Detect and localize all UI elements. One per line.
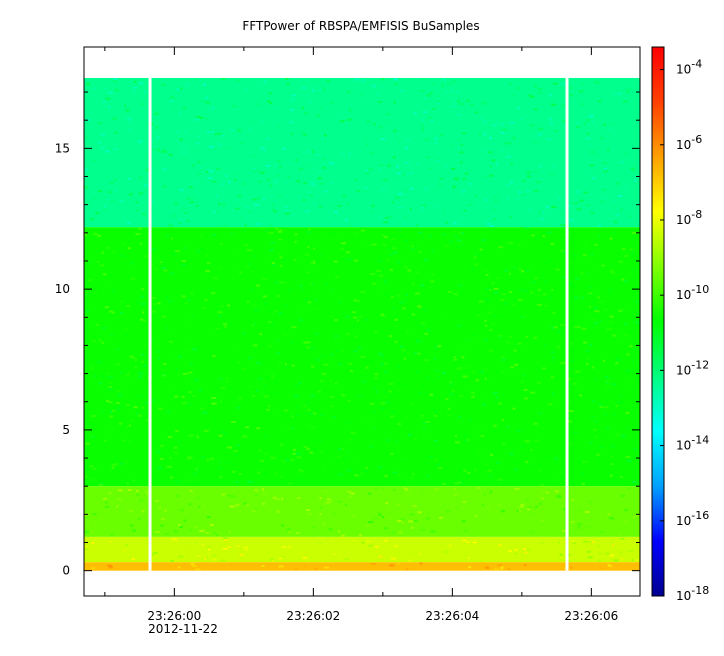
- colorbar-tick-label: 10-16: [676, 509, 709, 528]
- x-tick-label: 23:26:02: [286, 609, 340, 623]
- power-band: [84, 536, 640, 563]
- band-texture: [84, 537, 639, 563]
- plot-area: [84, 77, 641, 571]
- y-tick-label: 5: [62, 423, 70, 437]
- x-tick-label: 23:26:00: [147, 609, 201, 623]
- colorbar-tick-label: 10-8: [676, 208, 702, 227]
- y-tick-label: 0: [62, 564, 70, 578]
- colorbar-tick-label: 10-12: [676, 358, 709, 377]
- colorbar-gradient: [651, 46, 665, 597]
- colorbar: 10-4 10-6 10-8 10-10 10-12 10-14 10-16 10-18: [651, 46, 709, 603]
- axes: 0 5 10 15 23:26:00 23:26:02 23:26:04 23:26:06: [55, 46, 641, 623]
- band-texture: [84, 487, 641, 537]
- plot-frame: [83, 46, 641, 597]
- data-gap: [148, 77, 152, 571]
- x-date-label: 2012-11-22: [148, 622, 218, 636]
- y-tick-label: 10: [55, 282, 70, 296]
- colorbar-tick-label: 10-6: [676, 133, 702, 152]
- power-band: [84, 562, 640, 571]
- power-band: [84, 486, 640, 537]
- power-band: [84, 77, 640, 228]
- band-texture: [84, 227, 640, 487]
- colorbar-tick-label: 10-18: [676, 584, 709, 603]
- band-texture: [84, 78, 638, 228]
- data-gap: [565, 77, 569, 571]
- colorbar-tick-label: 10-10: [676, 283, 709, 302]
- colorbar-tick-label: 10-14: [676, 434, 709, 453]
- x-tick-label: 23:26:04: [425, 609, 479, 623]
- colorbar-tick-label: 10-4: [676, 58, 702, 77]
- x-tick-label: 23:26:06: [564, 609, 618, 623]
- y-tick-label: 15: [55, 141, 70, 155]
- chart-title: FFTPower of RBSPA/EMFISIS BuSamples: [242, 19, 479, 33]
